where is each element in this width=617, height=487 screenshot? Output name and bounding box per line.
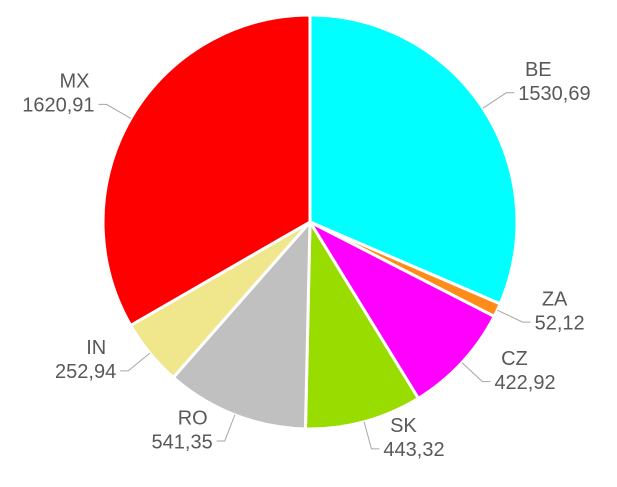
pie-slice — [101, 13, 312, 328]
leader-line — [482, 92, 515, 109]
category-label: BE — [525, 59, 552, 81]
value-label: 541,35 — [152, 431, 213, 453]
category-label: SK — [390, 415, 417, 437]
leader-line — [461, 362, 491, 383]
leader-line — [98, 103, 132, 119]
category-label: MX — [60, 71, 90, 93]
category-label: CZ — [501, 348, 528, 370]
pie-slice — [308, 13, 519, 306]
leader-line — [363, 421, 380, 450]
pie-slice — [305, 218, 497, 401]
value-label: 252,94 — [55, 361, 116, 383]
value-label: 422,92 — [494, 372, 555, 394]
leader-line — [497, 309, 531, 323]
value-label: 1620,91 — [22, 95, 94, 117]
value-label: 52,12 — [535, 312, 585, 334]
category-label: IN — [86, 337, 106, 359]
value-label: 443,32 — [383, 439, 444, 461]
pie-slice — [171, 217, 312, 431]
leader-line — [216, 414, 236, 442]
category-label: ZA — [542, 288, 568, 310]
value-label: 1530,69 — [518, 83, 590, 105]
category-label: RO — [178, 407, 208, 429]
pie-slice — [303, 216, 421, 431]
leader-line — [120, 352, 151, 372]
